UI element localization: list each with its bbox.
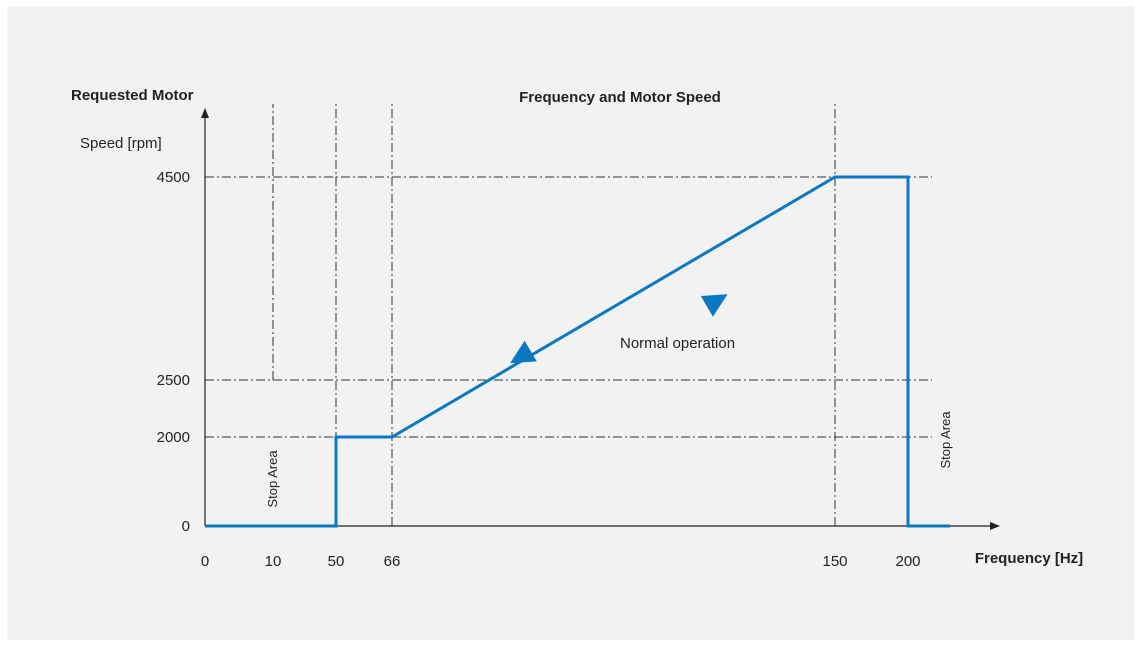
y-tick-label: 2000: [157, 429, 190, 446]
x-tick-label: 0: [201, 553, 209, 570]
y-axis-label-line1: Requested Motor: [71, 87, 194, 104]
guide-lines: [205, 104, 932, 526]
direction-arrow-down: [509, 340, 537, 364]
y-tick-labels: 0 2000 2500 4500: [157, 169, 190, 535]
x-tick-label: 10: [265, 553, 282, 570]
series-line: [205, 175, 950, 528]
y-tick-label: 2500: [157, 372, 190, 389]
annotation-stop-area: Stop Area: [265, 450, 280, 508]
x-tick-label: 66: [384, 553, 401, 570]
x-tick-label: 50: [328, 553, 345, 570]
y-axis-label-line2: Speed [rpm]: [80, 135, 162, 152]
x-tick-labels: 0 10 50 66 150 200: [201, 553, 921, 570]
y-tick-label: 4500: [157, 169, 190, 186]
chart-title: Frequency and Motor Speed: [519, 89, 721, 106]
y-tick-label: 0: [182, 518, 190, 535]
chart-panel: [7, 6, 1134, 640]
direction-arrows: [509, 294, 728, 364]
annotations: Normal operation Stop Area Stop Area: [265, 335, 953, 508]
annotation-stop-area: Stop Area: [938, 411, 953, 469]
x-tick-label: 200: [895, 553, 920, 570]
annotation-normal-operation: Normal operation: [620, 335, 735, 352]
x-tick-label: 150: [822, 553, 847, 570]
direction-arrow-up: [700, 294, 728, 317]
x-axis-label: Frequency [Hz]: [975, 550, 1083, 567]
